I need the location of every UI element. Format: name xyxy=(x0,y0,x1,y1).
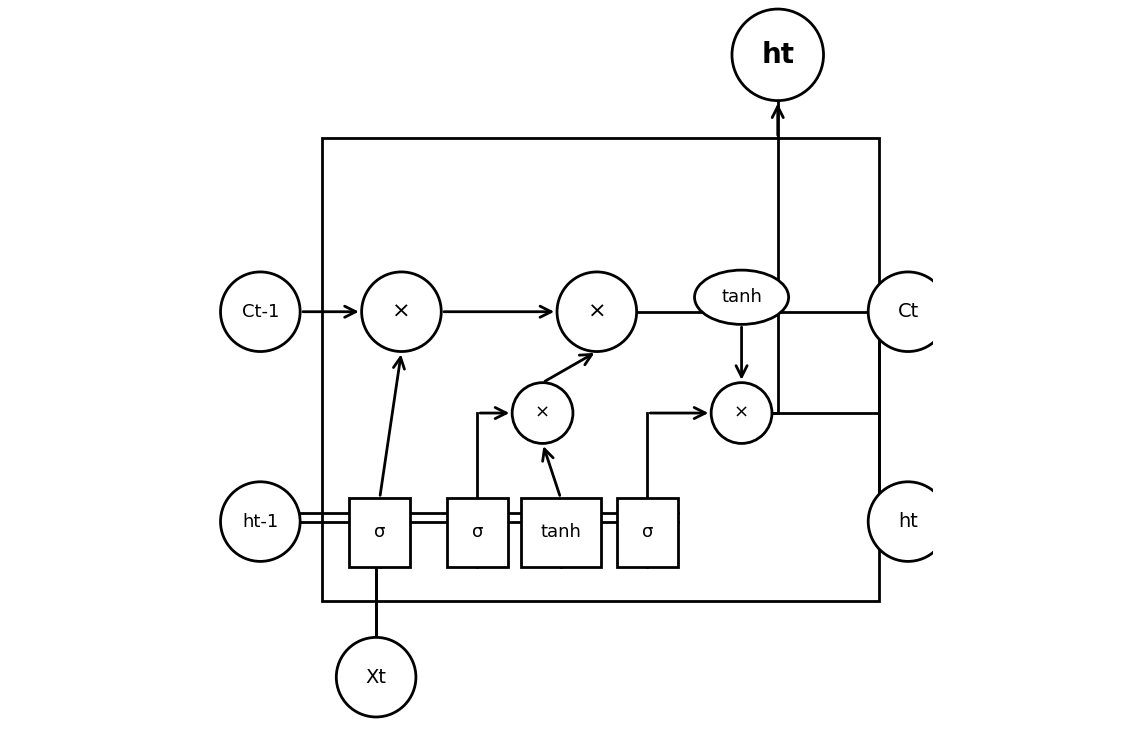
Circle shape xyxy=(221,482,301,561)
FancyBboxPatch shape xyxy=(447,498,509,567)
Text: ht-1: ht-1 xyxy=(242,512,279,531)
Circle shape xyxy=(557,272,637,351)
Text: Ct: Ct xyxy=(897,302,919,321)
FancyBboxPatch shape xyxy=(349,498,410,567)
Circle shape xyxy=(869,482,948,561)
Text: σ: σ xyxy=(642,523,653,542)
Text: ht: ht xyxy=(761,41,794,69)
Text: ×: × xyxy=(392,302,410,322)
Text: Xt: Xt xyxy=(366,668,386,687)
Circle shape xyxy=(336,638,416,717)
FancyBboxPatch shape xyxy=(521,498,600,567)
Text: ×: × xyxy=(734,404,749,422)
Text: tanh: tanh xyxy=(541,523,581,542)
Text: σ: σ xyxy=(374,523,385,542)
Ellipse shape xyxy=(695,270,789,324)
Circle shape xyxy=(221,272,301,351)
Circle shape xyxy=(512,383,573,444)
Circle shape xyxy=(711,383,772,444)
Circle shape xyxy=(732,9,823,100)
Text: σ: σ xyxy=(472,523,483,542)
Bar xyxy=(322,138,879,601)
Text: ht: ht xyxy=(898,512,918,531)
FancyBboxPatch shape xyxy=(617,498,678,567)
Text: ×: × xyxy=(535,404,550,422)
Circle shape xyxy=(869,272,948,351)
Circle shape xyxy=(361,272,441,351)
Text: Ct-1: Ct-1 xyxy=(241,303,279,321)
Text: tanh: tanh xyxy=(721,288,762,306)
Text: ×: × xyxy=(588,302,606,322)
